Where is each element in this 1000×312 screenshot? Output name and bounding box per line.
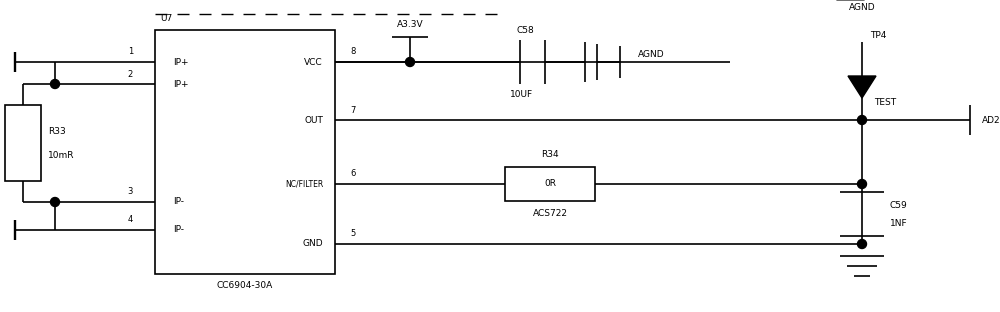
Text: C58: C58 bbox=[516, 26, 534, 35]
Text: IP+: IP+ bbox=[173, 80, 188, 89]
Text: TP4: TP4 bbox=[870, 31, 886, 40]
Text: 5: 5 bbox=[350, 230, 355, 238]
Text: 10UF: 10UF bbox=[510, 90, 534, 99]
Bar bbox=[5, 105, 41, 181]
Text: U7: U7 bbox=[160, 13, 172, 22]
Text: GND: GND bbox=[302, 240, 323, 248]
Text: R33: R33 bbox=[48, 126, 66, 135]
Text: 1NF: 1NF bbox=[890, 220, 908, 228]
Bar bbox=[505, 167, 595, 201]
Text: OUT: OUT bbox=[304, 115, 323, 124]
Text: 2: 2 bbox=[128, 70, 133, 79]
Text: A3.3V: A3.3V bbox=[397, 20, 423, 28]
Circle shape bbox=[857, 179, 866, 188]
Circle shape bbox=[857, 240, 866, 248]
Text: IP-: IP- bbox=[173, 226, 184, 235]
Text: IP+: IP+ bbox=[173, 57, 188, 66]
Text: AD2: AD2 bbox=[982, 115, 1000, 124]
Text: C59: C59 bbox=[890, 202, 908, 211]
Text: IP-: IP- bbox=[173, 197, 184, 207]
Bar bbox=[155, 30, 335, 274]
Text: 0R: 0R bbox=[544, 179, 556, 188]
Text: 7: 7 bbox=[350, 105, 355, 115]
Text: NC/FILTER: NC/FILTER bbox=[285, 179, 323, 188]
Circle shape bbox=[406, 57, 414, 66]
Text: AGND: AGND bbox=[849, 2, 875, 12]
Text: 6: 6 bbox=[350, 169, 355, 178]
Circle shape bbox=[51, 80, 60, 89]
Text: TEST: TEST bbox=[874, 98, 896, 106]
Text: 8: 8 bbox=[350, 47, 355, 56]
Text: AGND: AGND bbox=[638, 50, 665, 59]
Text: CC6904-30A: CC6904-30A bbox=[217, 281, 273, 290]
Text: 1: 1 bbox=[128, 47, 133, 56]
Polygon shape bbox=[848, 76, 876, 98]
Text: 4: 4 bbox=[128, 216, 133, 225]
Text: 3: 3 bbox=[128, 188, 133, 197]
Circle shape bbox=[857, 115, 866, 124]
Circle shape bbox=[51, 197, 60, 207]
Text: 10mR: 10mR bbox=[48, 150, 74, 159]
Text: ACS722: ACS722 bbox=[532, 209, 568, 218]
Text: R34: R34 bbox=[541, 149, 559, 158]
Text: VCC: VCC bbox=[304, 57, 323, 66]
